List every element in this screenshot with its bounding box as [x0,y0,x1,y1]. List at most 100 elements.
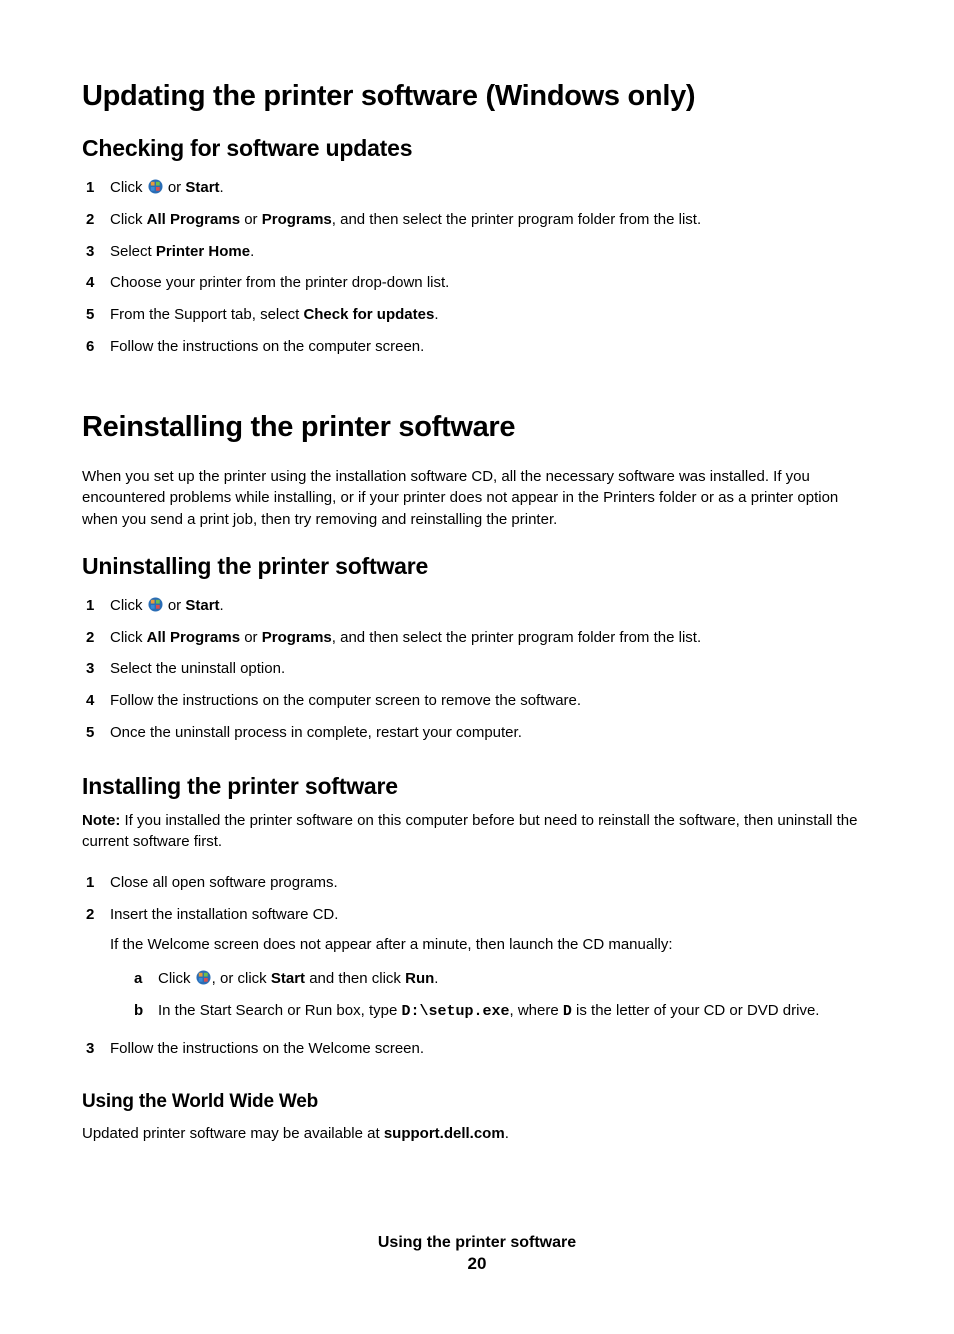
text: , and then select the printer program fo… [332,211,701,228]
list-item: 2 Click All Programs or Programs, and th… [82,622,872,654]
code-text: D [563,1003,572,1020]
text-bold: Start [185,597,219,614]
list-item: 4 Follow the instructions on the compute… [82,685,872,717]
text: If you installed the printer software on… [82,812,857,851]
document-page: Updating the printer software (Windows o… [0,0,954,1334]
footer-page-number: 20 [82,1254,872,1274]
paragraph-install-note: Note: If you installed the printer softw… [82,810,872,854]
windows-start-icon [148,179,163,194]
list-item: 3 Select the uninstall option. [82,653,872,685]
step-number: 5 [86,722,94,744]
list-item: 2 Click All Programs or Programs, and th… [82,204,872,236]
windows-start-icon [148,597,163,612]
text: Close all open software programs. [110,874,338,891]
list-item: 1 Click or Start. [82,172,872,204]
list-item: 6 Follow the instructions on the compute… [82,331,872,363]
text-bold: All Programs [147,211,240,228]
paragraph-reinstall-intro: When you set up the printer using the in… [82,466,872,531]
text: Follow the instructions on the computer … [110,338,424,355]
text: Click [110,179,147,196]
text: . [434,970,438,987]
text-bold: Run [405,970,434,987]
text: Click [158,970,195,987]
heading-www: Using the World Wide Web [82,1091,872,1113]
text: Once the uninstall process in complete, … [110,724,522,741]
list-item: 1 Close all open software programs. [82,867,872,899]
step-number: 3 [86,658,94,680]
text: , and then select the printer program fo… [332,629,701,646]
list-item: 1 Click or Start. [82,590,872,622]
list-item: 5 From the Support tab, select Check for… [82,299,872,331]
windows-start-icon [196,970,211,985]
text: Click [110,211,147,228]
heading-reinstalling: Reinstalling the printer software [82,411,872,444]
text: and then click [305,970,405,987]
text: Select [110,243,156,260]
list-item: 5 Once the uninstall process in complete… [82,717,872,749]
install-steps-list: 1 Close all open software programs. 2 In… [82,867,872,1065]
text-bold: Programs [262,211,332,228]
text: or [164,597,186,614]
uninstall-steps-list: 1 Click or Start. 2 Click All Programs o… [82,590,872,749]
text: Click [110,629,147,646]
text: . [220,179,224,196]
list-item: 4 Choose your printer from the printer d… [82,267,872,299]
text: . [220,597,224,614]
text-bold: Check for updates [303,306,434,323]
text-bold: Printer Home [156,243,250,260]
heading-checking-updates: Checking for software updates [82,135,872,162]
text: Insert the installation software CD. [110,906,338,923]
text: is the letter of your CD or DVD drive. [572,1002,820,1019]
text: Follow the instructions on the computer … [110,692,581,709]
footer-title: Using the printer software [82,1234,872,1252]
text: . [250,243,254,260]
heading-updating: Updating the printer software (Windows o… [82,80,872,113]
step-number: 1 [86,177,94,199]
paragraph-www: Updated printer software may be availabl… [82,1123,872,1145]
text: Choose your printer from the printer dro… [110,274,449,291]
text-bold: Note: [82,812,120,829]
text-bold: Programs [262,629,332,646]
text: or [240,629,262,646]
step-number: 2 [86,209,94,231]
text: or [240,211,262,228]
checking-steps-list: 1 Click or Start. 2 Click All Programs o… [82,172,872,363]
sub-paragraph: If the Welcome screen does not appear af… [110,934,872,956]
page-footer: Using the printer software 20 [82,1234,872,1274]
list-item: 3 Follow the instructions on the Welcome… [82,1033,872,1065]
text: . [505,1125,509,1142]
heading-uninstalling: Uninstalling the printer software [82,553,872,580]
text-bold: Start [185,179,219,196]
text: In the Start Search or Run box, type [158,1002,401,1019]
step-number: 4 [86,272,94,294]
step-number: 5 [86,304,94,326]
text: . [434,306,438,323]
list-item: 3 Select Printer Home. [82,236,872,268]
text: Select the uninstall option. [110,660,285,677]
text-bold: Start [271,970,305,987]
step-letter: b [134,1000,143,1022]
text-bold: All Programs [147,629,240,646]
text: Click [110,597,147,614]
code-text: D:\setup.exe [401,1003,509,1020]
step-number: 4 [86,690,94,712]
step-number: 2 [86,627,94,649]
step-letter: a [134,968,142,990]
list-item: 2 Insert the installation software CD. I… [82,899,872,1033]
text: , where [510,1002,563,1019]
list-item: a Click , or click Start and then click … [130,963,872,995]
list-item: b In the Start Search or Run box, type D… [130,995,872,1028]
step-number: 6 [86,336,94,358]
step-number: 3 [86,1038,94,1060]
text: From the Support tab, select [110,306,303,323]
text-bold: support.dell.com [384,1125,505,1142]
step-number: 3 [86,241,94,263]
install-substeps-list: a Click , or click Start and then click … [130,963,872,1028]
text: , or click [212,970,271,987]
step-number: 1 [86,595,94,617]
step-number: 1 [86,872,94,894]
text: or [164,179,186,196]
text: Updated printer software may be availabl… [82,1125,384,1142]
text: Follow the instructions on the Welcome s… [110,1040,424,1057]
step-number: 2 [86,904,94,926]
